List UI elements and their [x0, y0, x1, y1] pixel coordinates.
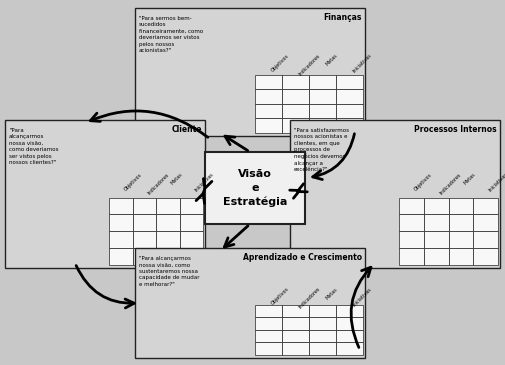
- Bar: [282, 89, 309, 104]
- Bar: [424, 215, 448, 231]
- Bar: [336, 342, 363, 355]
- Text: Visão
e
Estratégia: Visão e Estratégia: [223, 169, 287, 207]
- Bar: [156, 231, 179, 248]
- Bar: [448, 215, 473, 231]
- Text: "Para sermos bem-
sucedidos
financeiramente, como
deveriamos ser vistos
pelos no: "Para sermos bem- sucedidos financeirame…: [139, 16, 203, 53]
- Bar: [309, 342, 336, 355]
- Text: Objetivos: Objetivos: [414, 172, 433, 192]
- Text: Objetivos: Objetivos: [270, 287, 290, 306]
- Bar: [282, 330, 309, 342]
- Text: Iniciativas: Iniciativas: [351, 53, 373, 74]
- Bar: [309, 89, 336, 104]
- Bar: [132, 198, 156, 215]
- Bar: [156, 248, 179, 265]
- Bar: [255, 75, 282, 89]
- Text: Cliente: Cliente: [172, 125, 202, 134]
- Bar: [179, 231, 203, 248]
- Text: "Para alcançarmos
nossa visão, como
sustentaremos nossa
capacidade de mudar
e me: "Para alcançarmos nossa visão, como sust…: [139, 256, 199, 287]
- Bar: [473, 215, 498, 231]
- Bar: [282, 318, 309, 330]
- Bar: [255, 305, 282, 318]
- Bar: [135, 8, 365, 136]
- Bar: [205, 152, 305, 224]
- Bar: [109, 248, 132, 265]
- Bar: [132, 215, 156, 231]
- Bar: [282, 118, 309, 133]
- Bar: [109, 198, 132, 215]
- Bar: [255, 104, 282, 118]
- Text: Metas: Metas: [170, 172, 184, 186]
- Bar: [399, 215, 424, 231]
- Bar: [309, 305, 336, 318]
- Bar: [448, 248, 473, 265]
- Text: Metas: Metas: [324, 287, 338, 300]
- Bar: [473, 198, 498, 215]
- Bar: [399, 231, 424, 248]
- Bar: [336, 75, 363, 89]
- Text: Indicadores: Indicadores: [297, 53, 321, 76]
- Text: "Para
alcançarmos
nossa visão,
como deveriamos
ser vistos pelos
nossos clientes?: "Para alcançarmos nossa visão, como deve…: [9, 128, 59, 165]
- Bar: [282, 75, 309, 89]
- Text: Processos Internos: Processos Internos: [415, 125, 497, 134]
- Bar: [109, 231, 132, 248]
- Bar: [135, 248, 365, 358]
- Bar: [132, 248, 156, 265]
- Text: Iniciativas: Iniciativas: [488, 172, 505, 193]
- Bar: [309, 318, 336, 330]
- Bar: [424, 231, 448, 248]
- Text: Indicadores: Indicadores: [297, 287, 321, 310]
- Bar: [424, 198, 448, 215]
- Bar: [399, 248, 424, 265]
- Bar: [399, 198, 424, 215]
- Bar: [179, 215, 203, 231]
- Bar: [282, 305, 309, 318]
- Bar: [132, 231, 156, 248]
- Bar: [448, 198, 473, 215]
- Bar: [336, 89, 363, 104]
- Bar: [309, 75, 336, 89]
- Text: Indicadores: Indicadores: [438, 172, 462, 195]
- Bar: [179, 248, 203, 265]
- Bar: [290, 120, 500, 268]
- Text: Metas: Metas: [463, 172, 477, 186]
- Bar: [282, 342, 309, 355]
- Bar: [282, 104, 309, 118]
- Text: Metas: Metas: [324, 53, 338, 67]
- Text: Aprendizado e Crescimento: Aprendizado e Crescimento: [243, 253, 362, 262]
- Bar: [255, 89, 282, 104]
- Text: Iniciativas: Iniciativas: [351, 287, 373, 308]
- Text: Objetivos: Objetivos: [270, 53, 290, 73]
- Bar: [424, 248, 448, 265]
- Bar: [255, 118, 282, 133]
- Bar: [156, 198, 179, 215]
- Bar: [309, 330, 336, 342]
- Bar: [255, 330, 282, 342]
- Bar: [336, 305, 363, 318]
- Text: Finanças: Finanças: [324, 13, 362, 22]
- Text: Indicadores: Indicadores: [146, 172, 170, 195]
- Bar: [5, 120, 205, 268]
- Bar: [179, 198, 203, 215]
- Bar: [255, 318, 282, 330]
- Text: "Para satisfazermos
nossos acionistas e
clientes, em que
processos de
negócios d: "Para satisfazermos nossos acionistas e …: [294, 128, 349, 172]
- Bar: [336, 104, 363, 118]
- Bar: [336, 118, 363, 133]
- Text: Objetivos: Objetivos: [123, 172, 142, 192]
- Bar: [336, 330, 363, 342]
- Bar: [255, 342, 282, 355]
- Bar: [109, 215, 132, 231]
- Bar: [448, 231, 473, 248]
- Bar: [336, 318, 363, 330]
- Text: Iniciativas: Iniciativas: [193, 172, 214, 193]
- Bar: [309, 118, 336, 133]
- Bar: [473, 231, 498, 248]
- Bar: [309, 104, 336, 118]
- Bar: [473, 248, 498, 265]
- Bar: [156, 215, 179, 231]
